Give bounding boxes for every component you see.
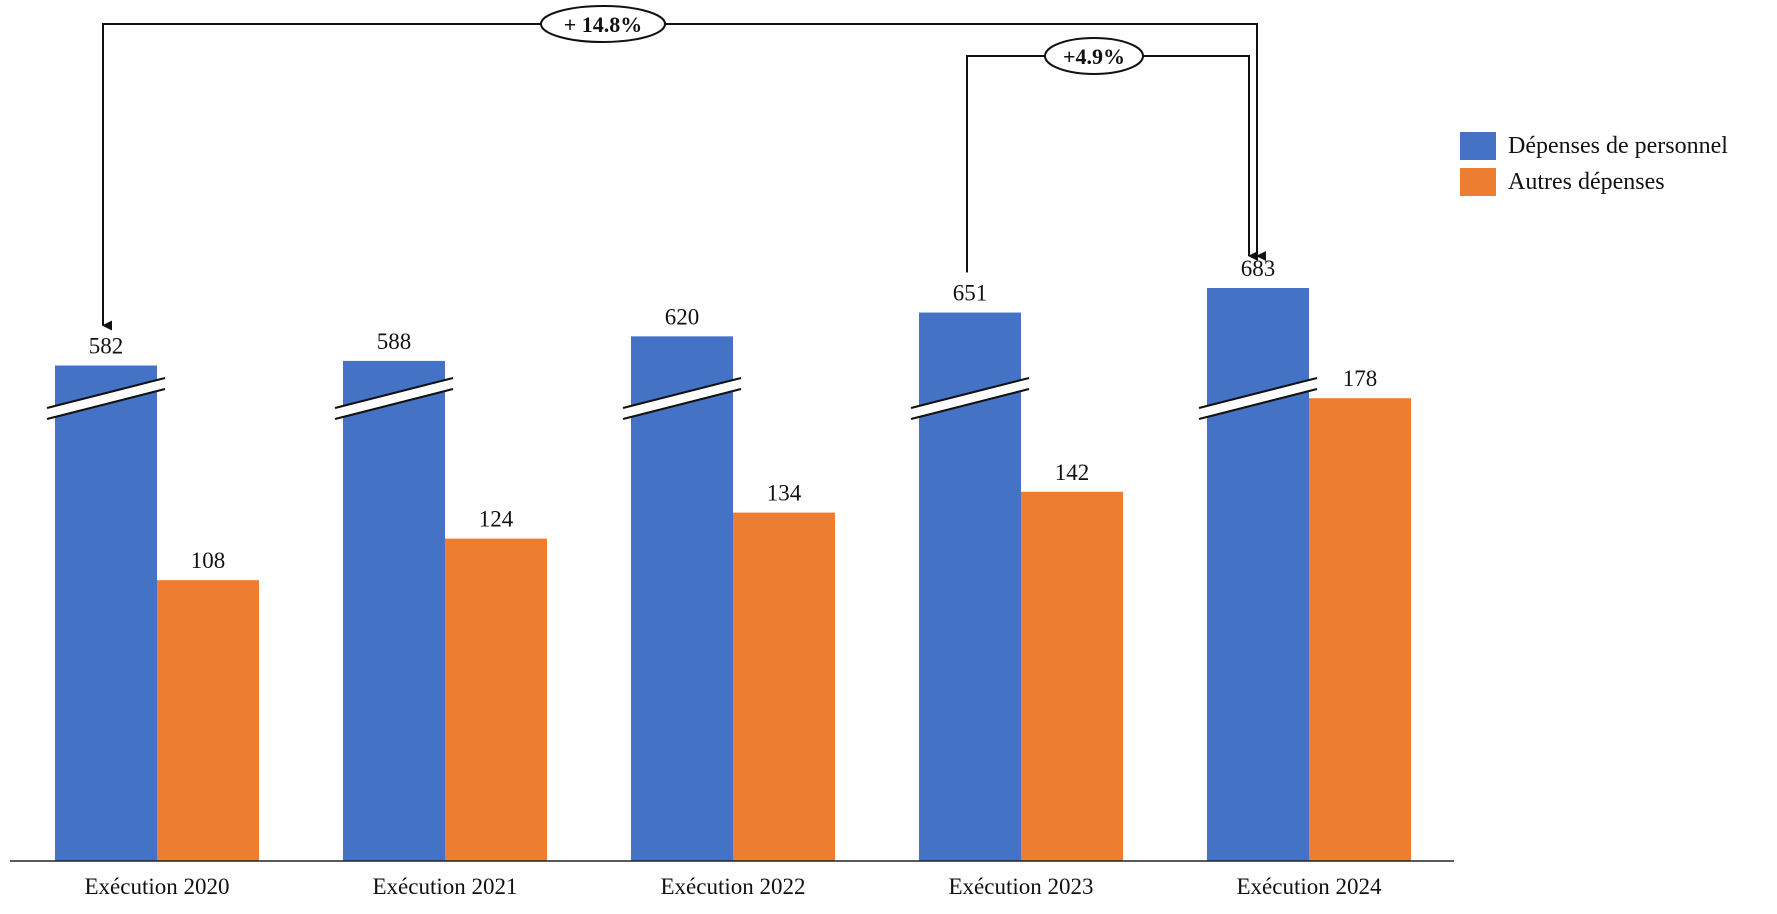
bar-autres — [1309, 398, 1411, 861]
value-label-autres: 142 — [1055, 460, 1090, 485]
x-tick-label: Exécution 2021 — [373, 874, 518, 899]
x-tick-label: Exécution 2024 — [1237, 874, 1382, 899]
legend-item-personnel: Dépenses de personnel — [1460, 128, 1728, 164]
value-label-personnel: 651 — [953, 281, 988, 306]
value-label-autres: 178 — [1343, 366, 1378, 391]
bars-layer — [55, 288, 1411, 862]
legend-swatch-personnel — [1460, 132, 1496, 160]
axis-break-line — [910, 377, 1030, 409]
axis-break-mark — [910, 377, 1030, 420]
axis-break-line — [46, 377, 166, 409]
axis-break-gap — [1199, 378, 1317, 419]
axis-break-line — [334, 377, 454, 409]
value-labels-layer: 582 108 588 124 620 134 651 142 683 178 — [89, 256, 1378, 573]
axis-break-line — [622, 377, 742, 409]
bar-autres — [733, 512, 835, 861]
bracket-line-4-9 — [966, 55, 1258, 273]
value-label-autres: 124 — [479, 507, 514, 532]
axis-break-gap — [335, 378, 453, 419]
legend-item-autres: Autres dépenses — [1460, 164, 1728, 200]
value-label-autres: 108 — [191, 548, 226, 573]
axis-break-gap — [623, 378, 741, 419]
value-label-personnel: 620 — [665, 304, 700, 329]
growth-label-14-8: + 14.8% — [564, 12, 643, 37]
growth-badge-14-8 — [540, 5, 666, 43]
axis-break-mark — [1198, 377, 1318, 420]
x-tick-label: Exécution 2023 — [949, 874, 1094, 899]
axis-break-line — [334, 388, 454, 420]
growth-annotations: + 14.8% +4.9% — [102, 5, 1266, 331]
bar-autres — [1021, 491, 1123, 861]
value-label-personnel: 582 — [89, 334, 124, 359]
legend-swatch-autres — [1460, 168, 1496, 196]
axis-break-layer — [46, 377, 1318, 420]
legend: Dépenses de personnel Autres dépenses — [1460, 128, 1728, 200]
value-label-autres: 134 — [767, 481, 802, 506]
axis-break-mark — [622, 377, 742, 420]
growth-badge-4-9 — [1044, 37, 1144, 75]
x-tick-label: Exécution 2022 — [661, 874, 806, 899]
axis-break-gap — [47, 378, 165, 419]
axis-break-mark — [334, 377, 454, 420]
bar-personnel — [631, 336, 733, 862]
axis-break-line — [1198, 377, 1318, 409]
legend-label-autres: Autres dépenses — [1508, 168, 1665, 195]
axis-break-line — [46, 388, 166, 420]
axis-break-line — [910, 388, 1030, 420]
x-tick-labels: Exécution 2020 Exécution 2021 Exécution 20… — [85, 874, 1382, 899]
axis-break-gap — [911, 378, 1029, 419]
bar-personnel — [343, 360, 445, 861]
bar-autres — [445, 538, 547, 861]
bar-autres — [157, 580, 259, 861]
bar-personnel — [55, 365, 157, 861]
bar-personnel — [1207, 288, 1309, 861]
axis-break-mark — [46, 377, 166, 420]
axis-break-line — [1198, 388, 1318, 420]
value-label-personnel: 683 — [1241, 256, 1276, 281]
legend-label-personnel: Dépenses de personnel — [1508, 132, 1728, 159]
growth-label-4-9: +4.9% — [1063, 44, 1125, 69]
axis-break-line — [622, 388, 742, 420]
value-label-personnel: 588 — [377, 329, 412, 354]
x-tick-label: Exécution 2020 — [85, 874, 230, 899]
